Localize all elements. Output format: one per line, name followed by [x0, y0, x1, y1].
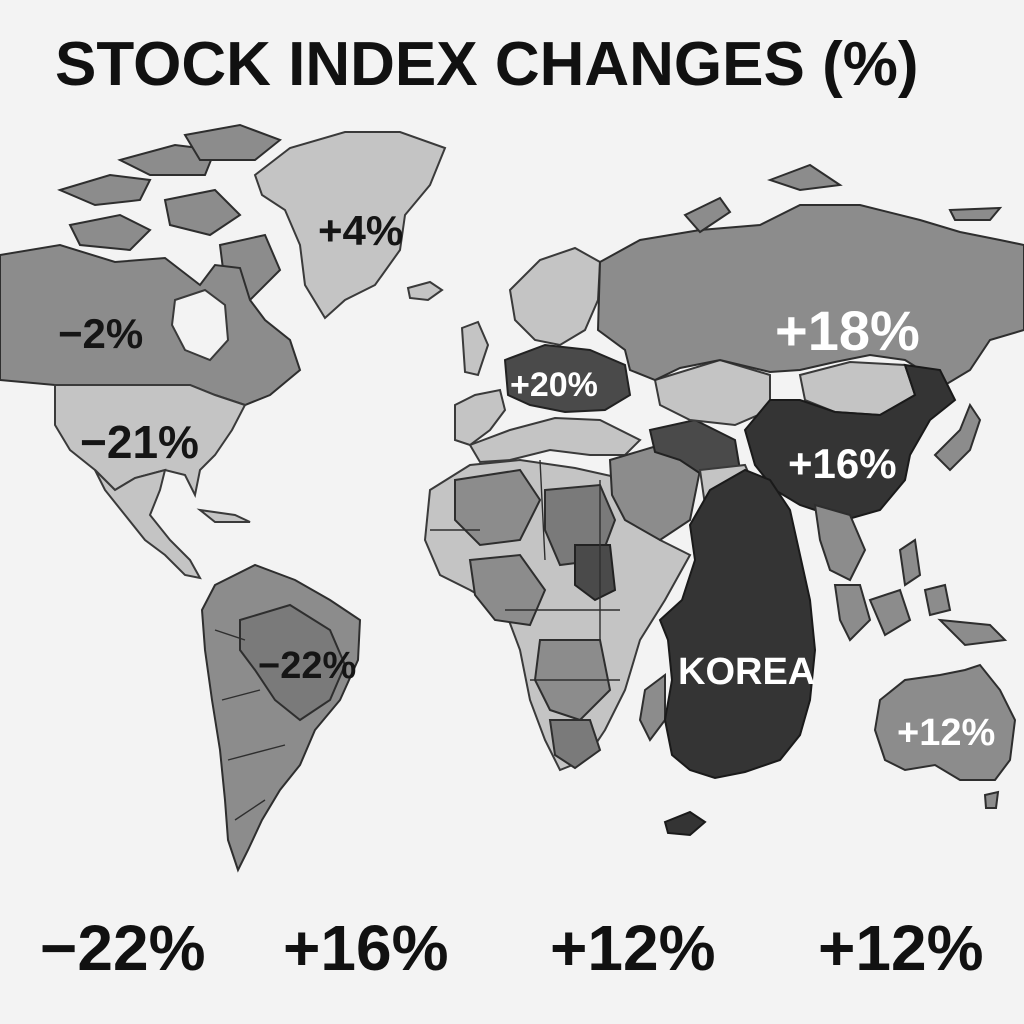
bottom-value-3: +12% [550, 912, 716, 984]
russia-islands [683, 163, 1003, 234]
greenland-label: +4% [318, 207, 403, 254]
page-title: STOCK INDEX CHANGES (%) [55, 30, 919, 99]
mexico-shape [94, 468, 202, 580]
brazil-label: −22% [258, 645, 356, 687]
russia-label: +18% [775, 299, 920, 362]
korea-shape [658, 468, 817, 780]
bottom-value-2: +16% [283, 912, 449, 984]
usa-label: −21% [80, 416, 199, 468]
australia-shape [873, 663, 1017, 781]
china-shape [743, 363, 957, 522]
tasmania-shape [983, 790, 1000, 809]
greenland-shape [253, 131, 447, 320]
arctic-islands [57, 123, 282, 302]
jeju-island [663, 810, 707, 837]
korea-label: KOREA [678, 651, 815, 693]
china-label: +16% [788, 440, 897, 487]
usa-shape [54, 384, 247, 499]
japan-shape [933, 402, 982, 472]
europe-label: +20% [510, 366, 598, 404]
caribbean-islands [196, 508, 251, 523]
bottom-value-4: +12% [818, 912, 984, 984]
south-america [200, 563, 362, 873]
bottom-value-1: −22% [40, 912, 206, 984]
russia-shape [596, 204, 1024, 387]
canada-label: −2% [58, 310, 143, 357]
hudson-bay [170, 288, 230, 362]
middle-east [608, 358, 771, 542]
africa [423, 458, 692, 772]
australia-label: +12% [897, 712, 995, 754]
southeast-asia [813, 503, 1008, 647]
